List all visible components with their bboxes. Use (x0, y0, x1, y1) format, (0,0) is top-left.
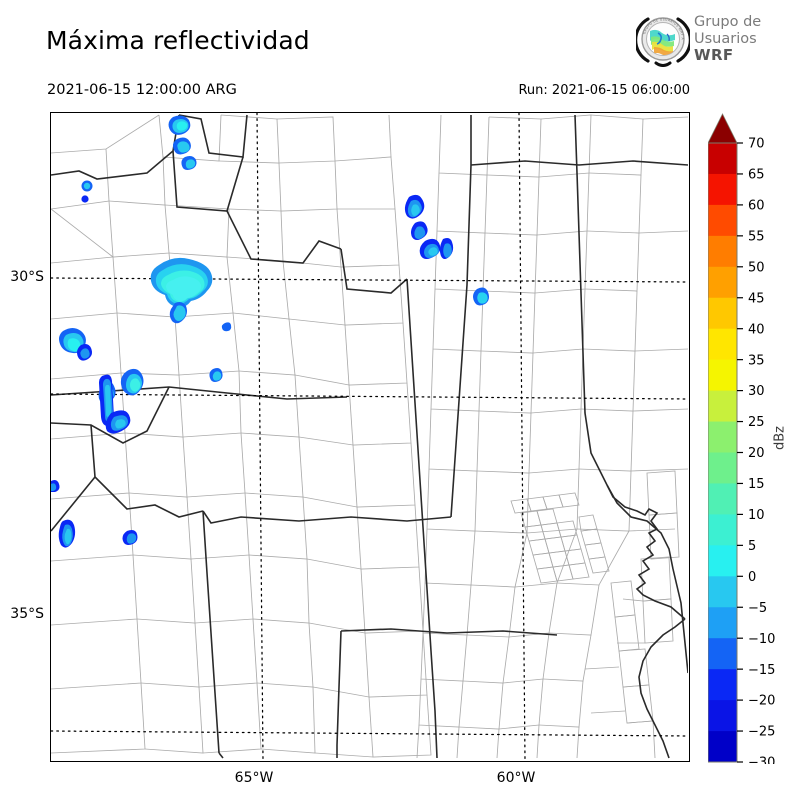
logo-line-wrf: WRF (694, 46, 734, 64)
province-borders (51, 114, 688, 759)
lon-tick-label-65w: 65°W (234, 770, 274, 786)
colorbar-tick-label: −30 (748, 756, 775, 764)
colorbar-tick-label: 0 (748, 570, 756, 585)
colorbar-tick-label: −25 (748, 725, 775, 740)
lon-tick-label-60w: 60°W (496, 770, 536, 786)
logo-text: Grupo de Usuarios WRF (694, 14, 794, 64)
colorbar-tick-label: 40 (748, 322, 765, 337)
colorbar-tick-label: 25 (748, 415, 765, 430)
colorbar-band (708, 514, 737, 546)
valid-time-label: 2021-06-15 12:00:00 ARG (47, 82, 237, 98)
logo: GRUPO DE USUARIOS WRF ARGENTINA Grupo de… (634, 10, 794, 69)
colorbar-band (708, 607, 737, 639)
globe-seal-icon: GRUPO DE USUARIOS WRF ARGENTINA (634, 10, 692, 67)
colorbar-scale: 7065605550454035302520151050−5−10−15−20−… (708, 113, 775, 764)
colorbar-tick-label: 55 (748, 229, 765, 244)
map-vector-layers (51, 113, 688, 760)
colorbar-tick-label: 10 (748, 508, 765, 523)
colorbar-band (708, 452, 737, 484)
colorbar-tick-label: 30 (748, 384, 765, 399)
colorbar-band (708, 576, 737, 608)
colorbar-band (708, 235, 737, 268)
colorbar-extend-arrow (708, 113, 738, 144)
colorbar-tick-label: −15 (748, 663, 775, 678)
colorbar-band (708, 669, 737, 701)
lat-tick-label-30s: 30°S (10, 269, 44, 285)
map-canvas[interactable] (50, 112, 690, 762)
colorbar-band (708, 359, 737, 391)
colorbar-tick-label: 65 (748, 168, 765, 183)
logo-line-2: Usuarios (694, 30, 757, 47)
logo-line-1: Grupo de (694, 14, 762, 30)
colorbar-band (708, 390, 737, 422)
reflectivity-field (51, 115, 489, 548)
department-boundaries (51, 114, 688, 759)
colorbar-band (708, 483, 737, 515)
colorbar-tick-label: −5 (748, 601, 767, 616)
colorbar-tick-label: 20 (748, 446, 765, 461)
lat-tick-label-35s: 35°S (10, 606, 44, 622)
colorbar-band (708, 328, 737, 361)
colorbar-tick-label: 50 (748, 260, 765, 275)
graticule (51, 113, 688, 760)
colorbar-tick-label: 70 (748, 137, 765, 152)
colorbar-tick-label: 15 (748, 477, 765, 492)
colorbar-tick-label: −10 (748, 632, 775, 647)
colorbar-ticks (737, 142, 743, 763)
colorbar-bands (708, 113, 738, 763)
colorbar-band (708, 731, 737, 763)
colorbar-band (708, 173, 737, 206)
colorbar-band (708, 421, 737, 453)
colorbar-tick-label: 45 (748, 291, 765, 306)
colorbar-tick-label: 5 (748, 539, 756, 554)
colorbar-tick-label: 60 (748, 199, 765, 214)
colorbar-band (708, 700, 737, 732)
colorbar-tick-label: −20 (748, 694, 775, 709)
colorbar-band (708, 638, 737, 670)
run-time-label: Run: 2021-06-15 06:00:00 (518, 83, 690, 98)
colorbar-band (708, 545, 737, 577)
colorbar-tick-labels: 7065605550454035302520151050−5−10−15−20−… (748, 137, 775, 764)
colorbar-band (708, 266, 737, 299)
colorbar-band (708, 297, 737, 330)
colorbar-band (708, 143, 737, 175)
colorbar-tick-label: 35 (748, 353, 765, 368)
colorbar[interactable]: 70 65 60 55 50 45 40 35 30 25 20 15 10 5 0 −5 −10 −15 −20−… (708, 112, 798, 764)
page-title: Máxima reflectividad (46, 26, 310, 55)
colorbar-band (708, 204, 737, 237)
